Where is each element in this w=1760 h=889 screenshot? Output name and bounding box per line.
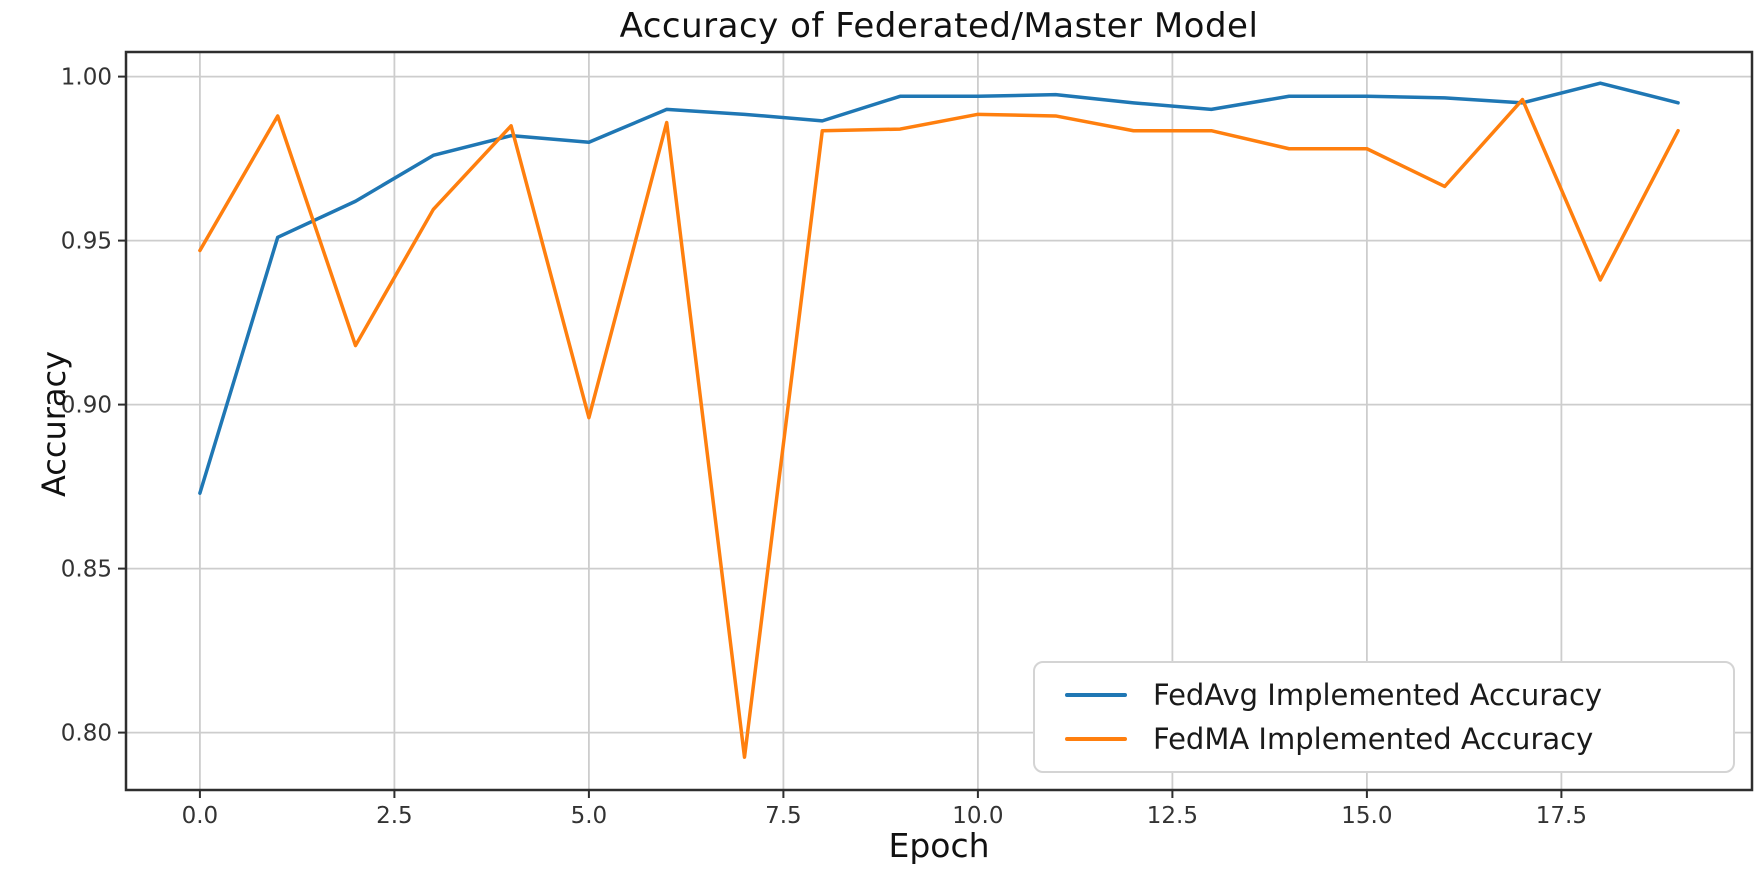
x-tick-label: 12.5	[1147, 803, 1198, 829]
chart-title: Accuracy of Federated/Master Model	[619, 6, 1259, 46]
x-tick-label: 2.5	[376, 803, 413, 829]
legend-entry-fedavg: FedAvg Implemented Accuracy	[1065, 678, 1733, 712]
legend-label-fedavg: FedAvg Implemented Accuracy	[1153, 678, 1603, 712]
x-tick-label: 10.0	[952, 803, 1003, 829]
axes-spine	[124, 50, 1754, 792]
series-line-fedma	[198, 97, 1680, 759]
y-axis-label: Accuracy	[35, 350, 73, 498]
legend-label-fedma: FedMA Implemented Accuracy	[1153, 722, 1594, 756]
x-tick-label: 17.5	[1536, 803, 1587, 829]
x-tick-label: 15.0	[1341, 803, 1392, 829]
y-tick-label: 0.90	[61, 393, 112, 419]
fedma-line-swatch-icon	[1065, 737, 1127, 741]
x-tick-label: 5.0	[571, 803, 608, 829]
y-tick-label: 0.80	[61, 721, 112, 747]
legend-entry-fedma: FedMA Implemented Accuracy	[1065, 722, 1733, 756]
legend: FedAvg Implemented Accuracy FedMA Implem…	[1033, 661, 1735, 773]
x-tick-label: 7.5	[765, 803, 802, 829]
y-tick-label: 0.95	[61, 229, 112, 255]
x-tick-label: 0.0	[182, 803, 219, 829]
x-axis-label: Epoch	[888, 826, 990, 865]
y-tick-label: 0.85	[61, 557, 112, 583]
y-tick-label: 1.00	[61, 65, 112, 91]
fedavg-line-swatch-icon	[1065, 693, 1127, 697]
series-line-fedavg	[198, 81, 1680, 495]
